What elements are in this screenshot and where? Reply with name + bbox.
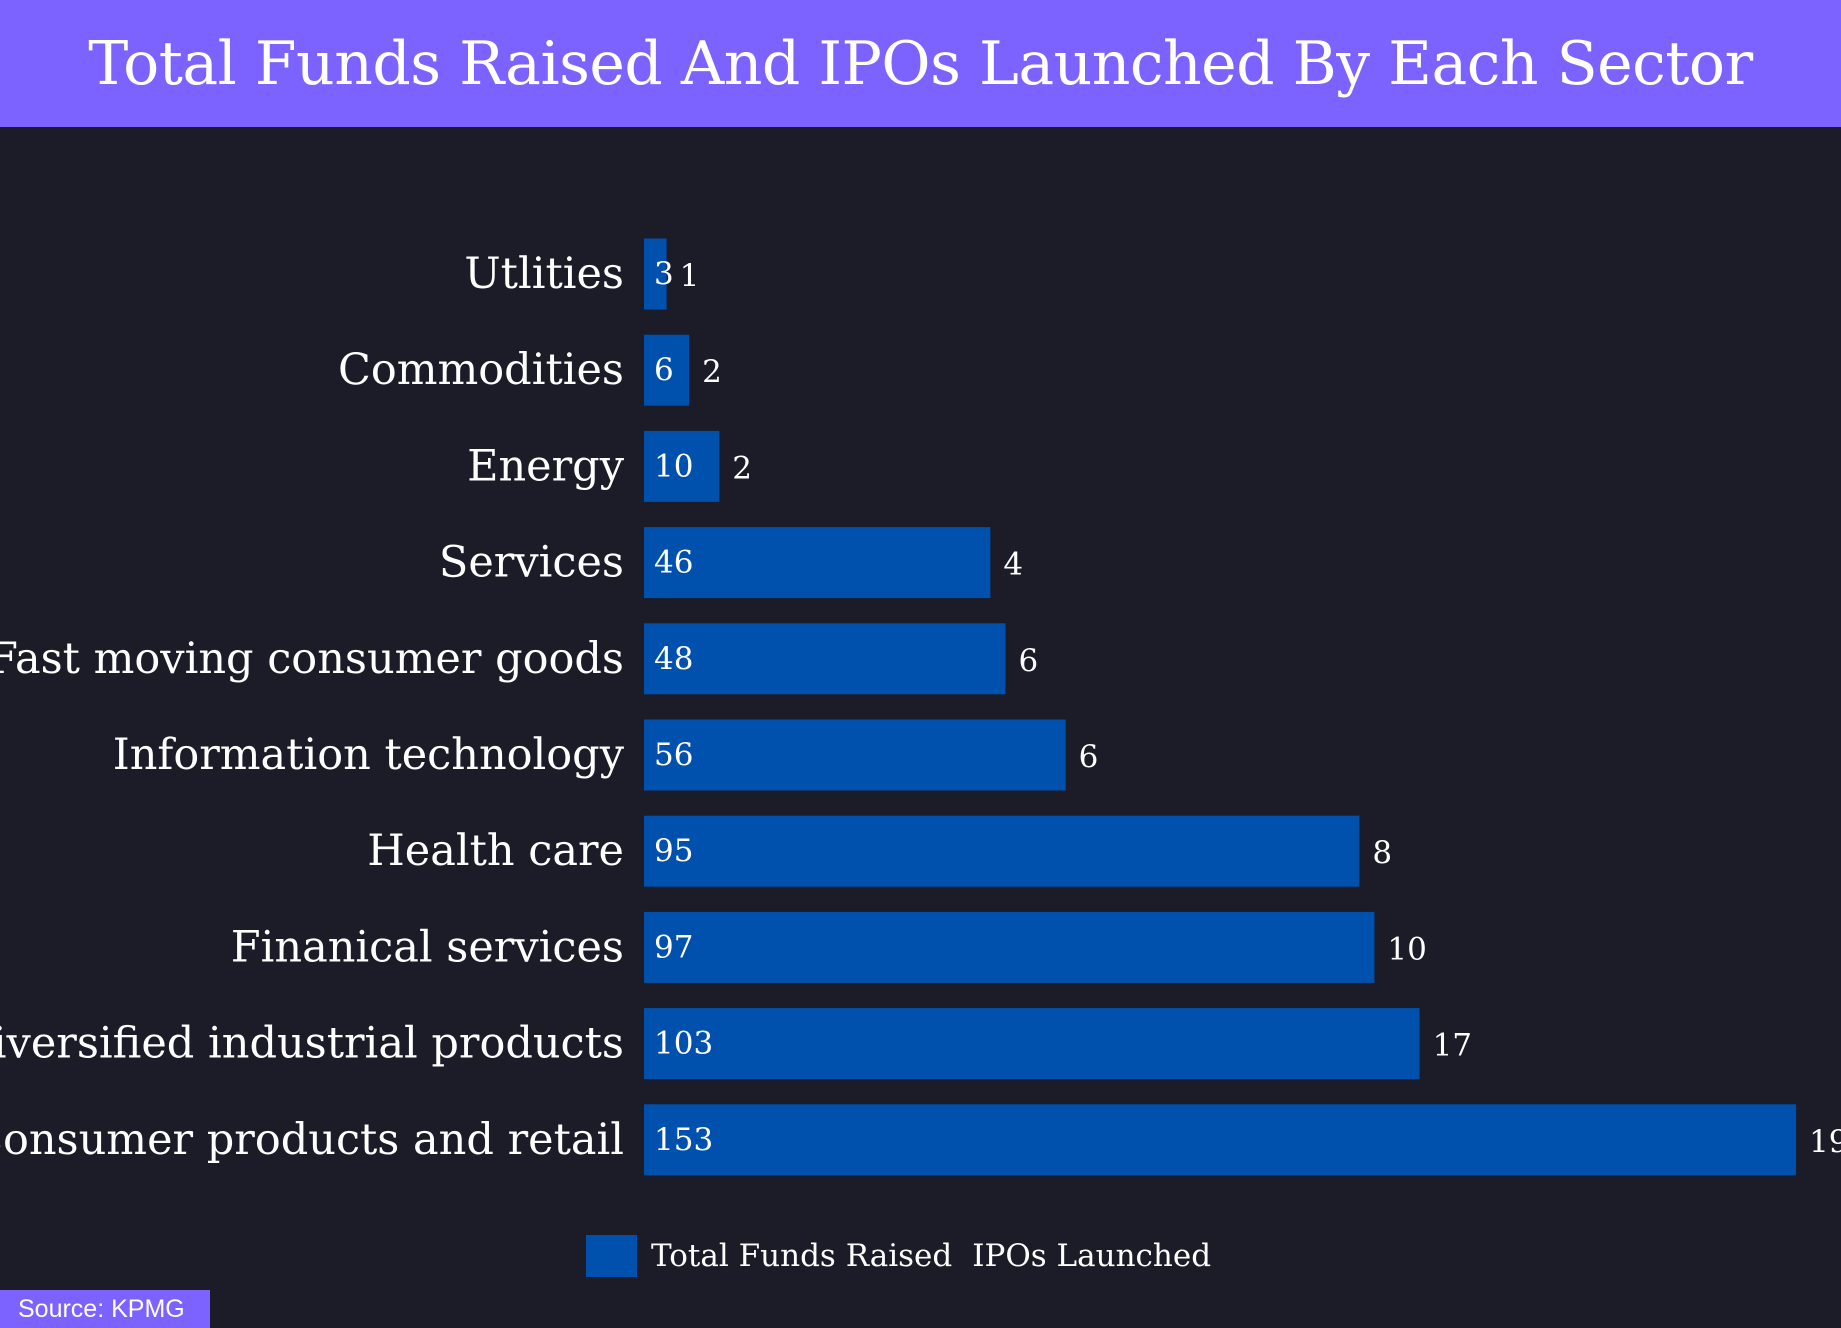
data-label-ipos: 6 bbox=[1079, 739, 1099, 775]
category-label: Commodities bbox=[338, 345, 624, 395]
data-label-total-funds: 46 bbox=[654, 545, 693, 581]
legend-swatch-total-funds bbox=[586, 1235, 637, 1277]
data-label-ipos: 4 bbox=[1003, 547, 1023, 583]
data-label-ipos: 2 bbox=[732, 450, 752, 486]
bar-total-funds bbox=[644, 1008, 1420, 1080]
data-label-total-funds: 103 bbox=[654, 1026, 713, 1062]
data-label-ipos: 2 bbox=[702, 354, 722, 390]
data-label-total-funds: 6 bbox=[654, 352, 674, 388]
category-label: Consumer products and retail bbox=[0, 1115, 624, 1165]
bar-total-funds bbox=[644, 430, 720, 502]
category-label: Health care bbox=[367, 826, 624, 876]
legend: Total Funds Raised IPOs Launched bbox=[586, 1235, 1211, 1277]
data-label-ipos: 19 bbox=[1809, 1124, 1841, 1160]
legend-label-ipos: IPOs Launched bbox=[972, 1238, 1212, 1274]
bar-total-funds bbox=[644, 815, 1360, 887]
data-label-ipos: 17 bbox=[1433, 1028, 1472, 1064]
bar-total-funds bbox=[644, 238, 667, 310]
bar-total-funds bbox=[644, 527, 991, 599]
data-label-total-funds: 95 bbox=[654, 833, 693, 869]
bar-total-funds bbox=[644, 334, 690, 406]
data-label-total-funds: 153 bbox=[654, 1122, 713, 1158]
category-label: Finanical services bbox=[231, 922, 624, 972]
legend-label-total-funds: Total Funds Raised bbox=[651, 1238, 953, 1274]
bar-total-funds bbox=[644, 623, 1006, 695]
title-bar: Total Funds Raised And IPOs Launched By … bbox=[0, 0, 1841, 127]
data-label-total-funds: 56 bbox=[654, 737, 693, 773]
category-label: Diversified industrial products bbox=[0, 1019, 624, 1069]
data-label-ipos: 8 bbox=[1372, 835, 1392, 871]
category-label: Services bbox=[439, 538, 624, 588]
data-label-total-funds: 97 bbox=[654, 929, 693, 965]
data-label-total-funds: 48 bbox=[654, 641, 693, 677]
source-note: Source: KPMG bbox=[0, 1290, 210, 1328]
data-label-ipos: 10 bbox=[1387, 931, 1426, 967]
data-label-ipos: 6 bbox=[1018, 643, 1038, 679]
category-label: Fast moving consumer goods bbox=[0, 634, 624, 684]
data-label-total-funds: 10 bbox=[654, 448, 693, 484]
data-label-ipos: 1 bbox=[680, 258, 700, 294]
bar-total-funds bbox=[644, 911, 1375, 983]
category-label: Utlities bbox=[464, 249, 624, 299]
category-label: Energy bbox=[467, 441, 625, 491]
bar-total-funds bbox=[644, 1104, 1797, 1176]
data-label-total-funds: 3 bbox=[654, 256, 674, 292]
category-label: Information technology bbox=[113, 730, 625, 780]
bar-total-funds bbox=[644, 719, 1066, 791]
chart-title: Total Funds Raised And IPOs Launched By … bbox=[88, 28, 1753, 99]
